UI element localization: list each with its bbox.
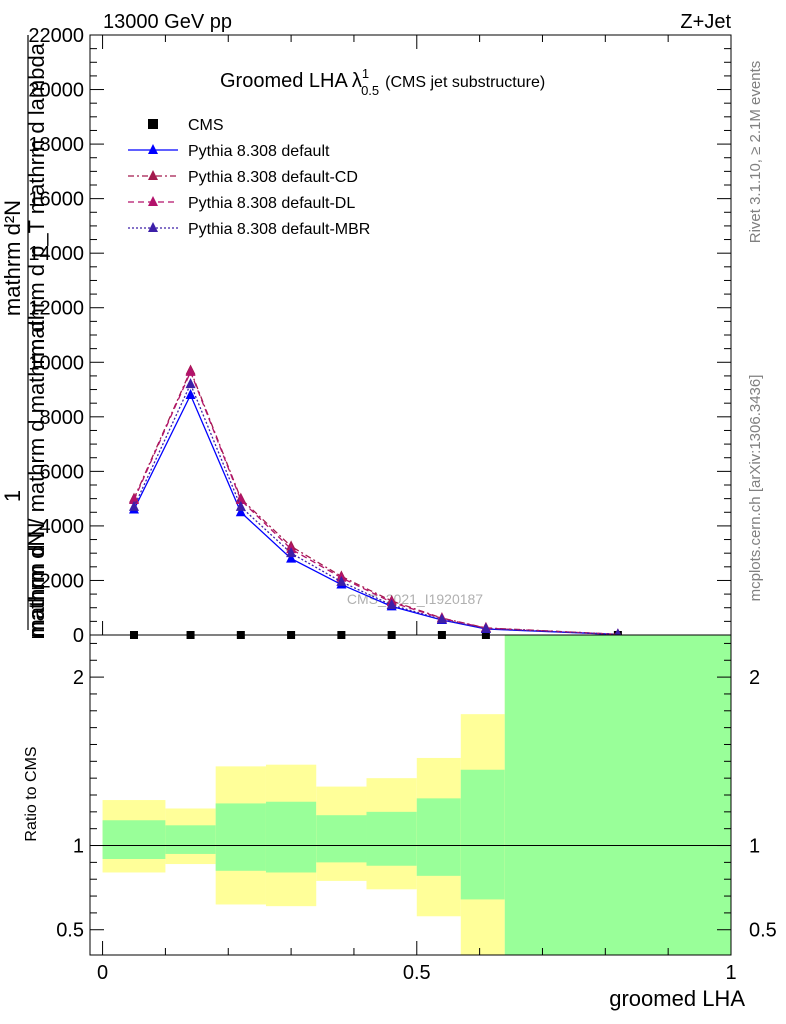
energy-label: 13000 GeV pp xyxy=(103,11,232,33)
main-frame xyxy=(89,34,732,636)
ratio-ticks: 0.5 0.5 1 1 2 2 0 0.5 1 xyxy=(56,35,777,984)
main-ytick-label: 2000 xyxy=(40,570,85,592)
green-band xyxy=(165,825,216,854)
series-marker xyxy=(185,365,196,376)
process-label: Z+Jet xyxy=(680,11,731,33)
watermark: CMS_2021_I1920187 xyxy=(347,591,483,607)
main-ytick-label: 18000 xyxy=(28,134,84,156)
green-band xyxy=(316,815,367,863)
main-panel: 0 2000 4000 6000 8000 10000 12000 14000 16000 180… xyxy=(28,25,732,647)
rivet-label: Rivet 3.1.10, ≥ 2.1M events xyxy=(747,61,764,244)
ratio-panel: 0.5 0.5 1 1 2 2 0 0.5 1 Ratio to CMS groomed LHA xyxy=(23,35,777,1011)
main-ytick-label: 22000 xyxy=(28,25,84,47)
ratio-ytick-label: 1 xyxy=(73,836,84,858)
legend: CMS Pythia 8.308 default Pythia 8.308 defa… xyxy=(128,117,370,238)
ratio-ylabel: Ratio to CMS xyxy=(23,746,40,841)
ratio-bands xyxy=(102,635,731,955)
series-marker xyxy=(235,506,246,517)
ratio-ytick-label-right: 2 xyxy=(749,667,760,689)
series-line xyxy=(133,370,618,635)
series-marker xyxy=(436,613,447,624)
green-band xyxy=(366,811,417,866)
legend-label: CMS xyxy=(188,117,224,134)
series-marker xyxy=(286,552,297,563)
legend-marker-cms xyxy=(148,119,158,129)
main-ytick-label: 0 xyxy=(73,625,84,647)
series-marker xyxy=(128,500,139,511)
series-marker xyxy=(185,389,196,399)
ratio-ytick-label: 2 xyxy=(73,667,84,689)
title-note: (CMS jet substructure) xyxy=(385,74,545,91)
main-ytick-label: 6000 xyxy=(40,461,85,483)
title-sup: 1 xyxy=(362,66,369,81)
series-marker xyxy=(185,378,196,389)
main-y-label: mathrm d²N mathrm d p_T mathrm d lambda … xyxy=(0,35,49,640)
green-band xyxy=(460,769,505,900)
main-ytick-label: 12000 xyxy=(28,298,84,320)
mcplots-label: mcplots.cern.ch [arXiv:1306.3436] xyxy=(747,375,764,602)
title-sub: 0.5 xyxy=(361,83,379,98)
ylabel-line1: mathrm d²N xyxy=(0,200,25,316)
main-ytick-label: 14000 xyxy=(28,243,84,265)
series-marker xyxy=(336,575,347,586)
green-band xyxy=(416,798,461,876)
series-marker xyxy=(286,547,297,558)
legend-label: Pythia 8.308 default-CD xyxy=(188,169,358,186)
ratio-ytick-label-right: 0.5 xyxy=(749,920,777,942)
title-symbol: λ xyxy=(352,70,362,92)
main-ytick-label: 20000 xyxy=(28,80,84,102)
ratio-ytick-label-right: 1 xyxy=(749,836,760,858)
green-band xyxy=(504,635,731,955)
main-ytick-label: 4000 xyxy=(40,516,85,538)
green-band xyxy=(215,803,266,871)
main-ytick-label: 16000 xyxy=(28,189,84,211)
legend-label: Pythia 8.308 default xyxy=(188,143,330,160)
legend-marker xyxy=(148,222,158,232)
main-ytick-label: 10000 xyxy=(28,352,84,374)
legend-label: Pythia 8.308 default-MBR xyxy=(188,221,370,238)
xaxis-label: groomed LHA xyxy=(609,986,745,1011)
green-band xyxy=(265,801,317,873)
xtick-label: 0 xyxy=(97,962,108,984)
main-y-ticks: 0 2000 4000 6000 8000 10000 12000 14000 16000 180… xyxy=(28,25,731,647)
chart-title: Groomed LHA λ1 0.5 (CMS jet substructure) xyxy=(220,66,545,98)
green-band xyxy=(102,820,166,859)
ylabel-prefix: 1 xyxy=(0,490,25,502)
title-main: Groomed LHA xyxy=(220,70,348,92)
ratio-ytick-label: 0.5 xyxy=(56,920,84,942)
legend-label: Pythia 8.308 default-DL xyxy=(188,195,355,212)
series-marker xyxy=(235,500,246,511)
series-marker xyxy=(480,622,491,633)
series-marker xyxy=(386,599,397,609)
xtick-label: 0.5 xyxy=(403,962,431,984)
main-series xyxy=(128,364,623,639)
legend-marker xyxy=(148,170,158,180)
xtick-label: 1 xyxy=(725,962,736,984)
legend-marker xyxy=(148,144,158,154)
main-ytick-label: 8000 xyxy=(40,407,85,429)
legend-marker xyxy=(148,196,158,206)
